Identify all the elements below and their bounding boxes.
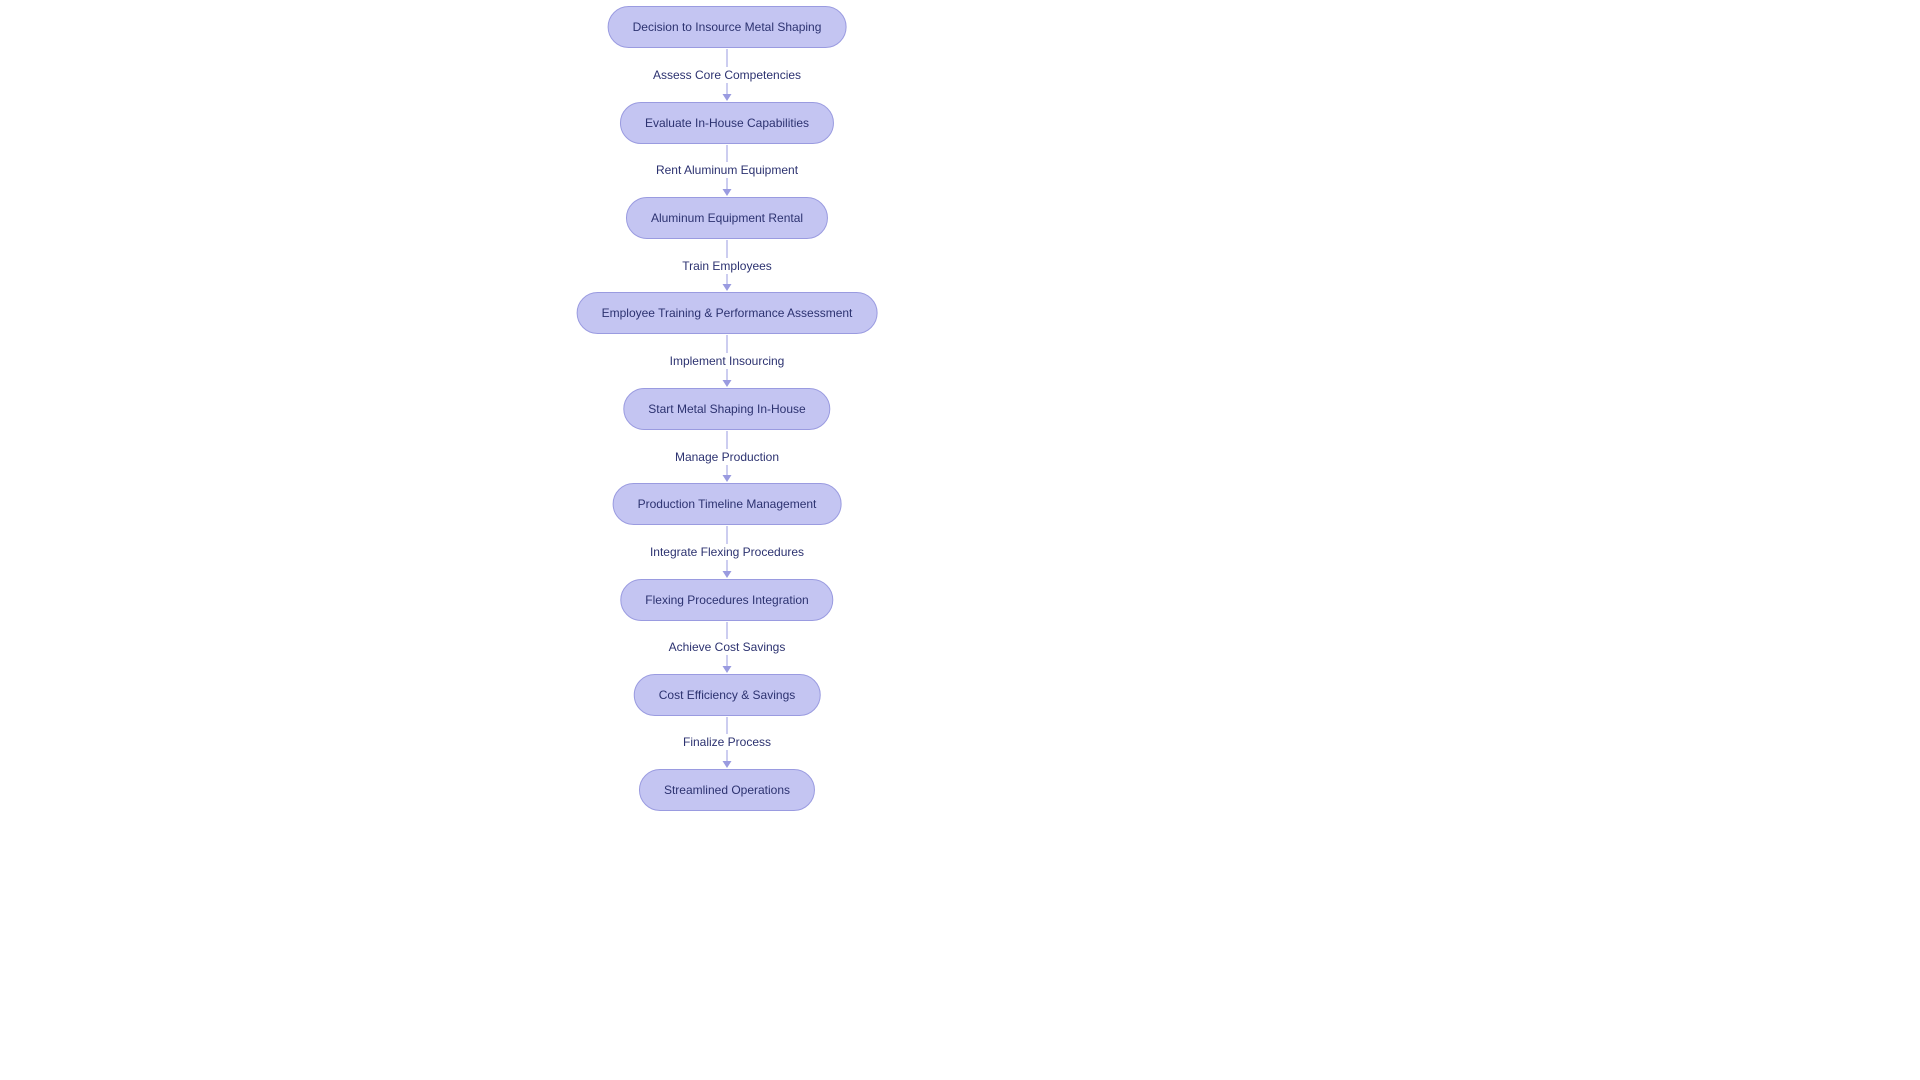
flow-node-label: Evaluate In-House Capabilities <box>645 116 809 130</box>
flow-node: Employee Training & Performance Assessme… <box>577 292 878 334</box>
edge-label: Manage Production <box>675 450 779 464</box>
flow-node-label: Cost Efficiency & Savings <box>659 688 796 702</box>
flow-node: Cost Efficiency & Savings <box>634 674 821 716</box>
flow-node-label: Aluminum Equipment Rental <box>651 211 803 225</box>
edge-label-text: Implement Insourcing <box>670 354 785 368</box>
edge-label: Assess Core Competencies <box>653 68 801 82</box>
edge-label-text: Integrate Flexing Procedures <box>650 545 804 559</box>
flow-node: Streamlined Operations <box>639 769 815 811</box>
edge-label-text: Train Employees <box>682 259 772 273</box>
edge-label: Finalize Process <box>683 735 771 749</box>
flow-node-label: Employee Training & Performance Assessme… <box>602 306 853 320</box>
edge-label-text: Achieve Cost Savings <box>669 640 786 654</box>
flow-node-label: Decision to Insource Metal Shaping <box>633 20 822 34</box>
edge-label-text: Assess Core Competencies <box>653 68 801 82</box>
flow-node: Evaluate In-House Capabilities <box>620 102 834 144</box>
edge-label: Rent Aluminum Equipment <box>656 163 798 177</box>
edge-label: Implement Insourcing <box>670 354 785 368</box>
edge-label-text: Rent Aluminum Equipment <box>656 163 798 177</box>
flow-node: Start Metal Shaping In-House <box>623 388 830 430</box>
edge-label: Integrate Flexing Procedures <box>650 545 804 559</box>
flowchart-canvas: Decision to Insource Metal Shaping Evalua… <box>0 0 1920 1080</box>
edge-label-text: Manage Production <box>675 450 779 464</box>
connectors-layer <box>0 0 1920 1080</box>
flow-node-label: Start Metal Shaping In-House <box>648 402 805 416</box>
flow-node: Flexing Procedures Integration <box>620 579 833 621</box>
edge-label: Achieve Cost Savings <box>669 640 786 654</box>
edge-label: Train Employees <box>682 259 772 273</box>
flow-node: Production Timeline Management <box>613 483 842 525</box>
flow-node: Decision to Insource Metal Shaping <box>608 6 847 48</box>
flow-node-label: Flexing Procedures Integration <box>645 593 808 607</box>
flow-node: Aluminum Equipment Rental <box>626 197 828 239</box>
flow-node-label: Streamlined Operations <box>664 783 790 797</box>
edge-label-text: Finalize Process <box>683 735 771 749</box>
flow-node-label: Production Timeline Management <box>638 497 817 511</box>
